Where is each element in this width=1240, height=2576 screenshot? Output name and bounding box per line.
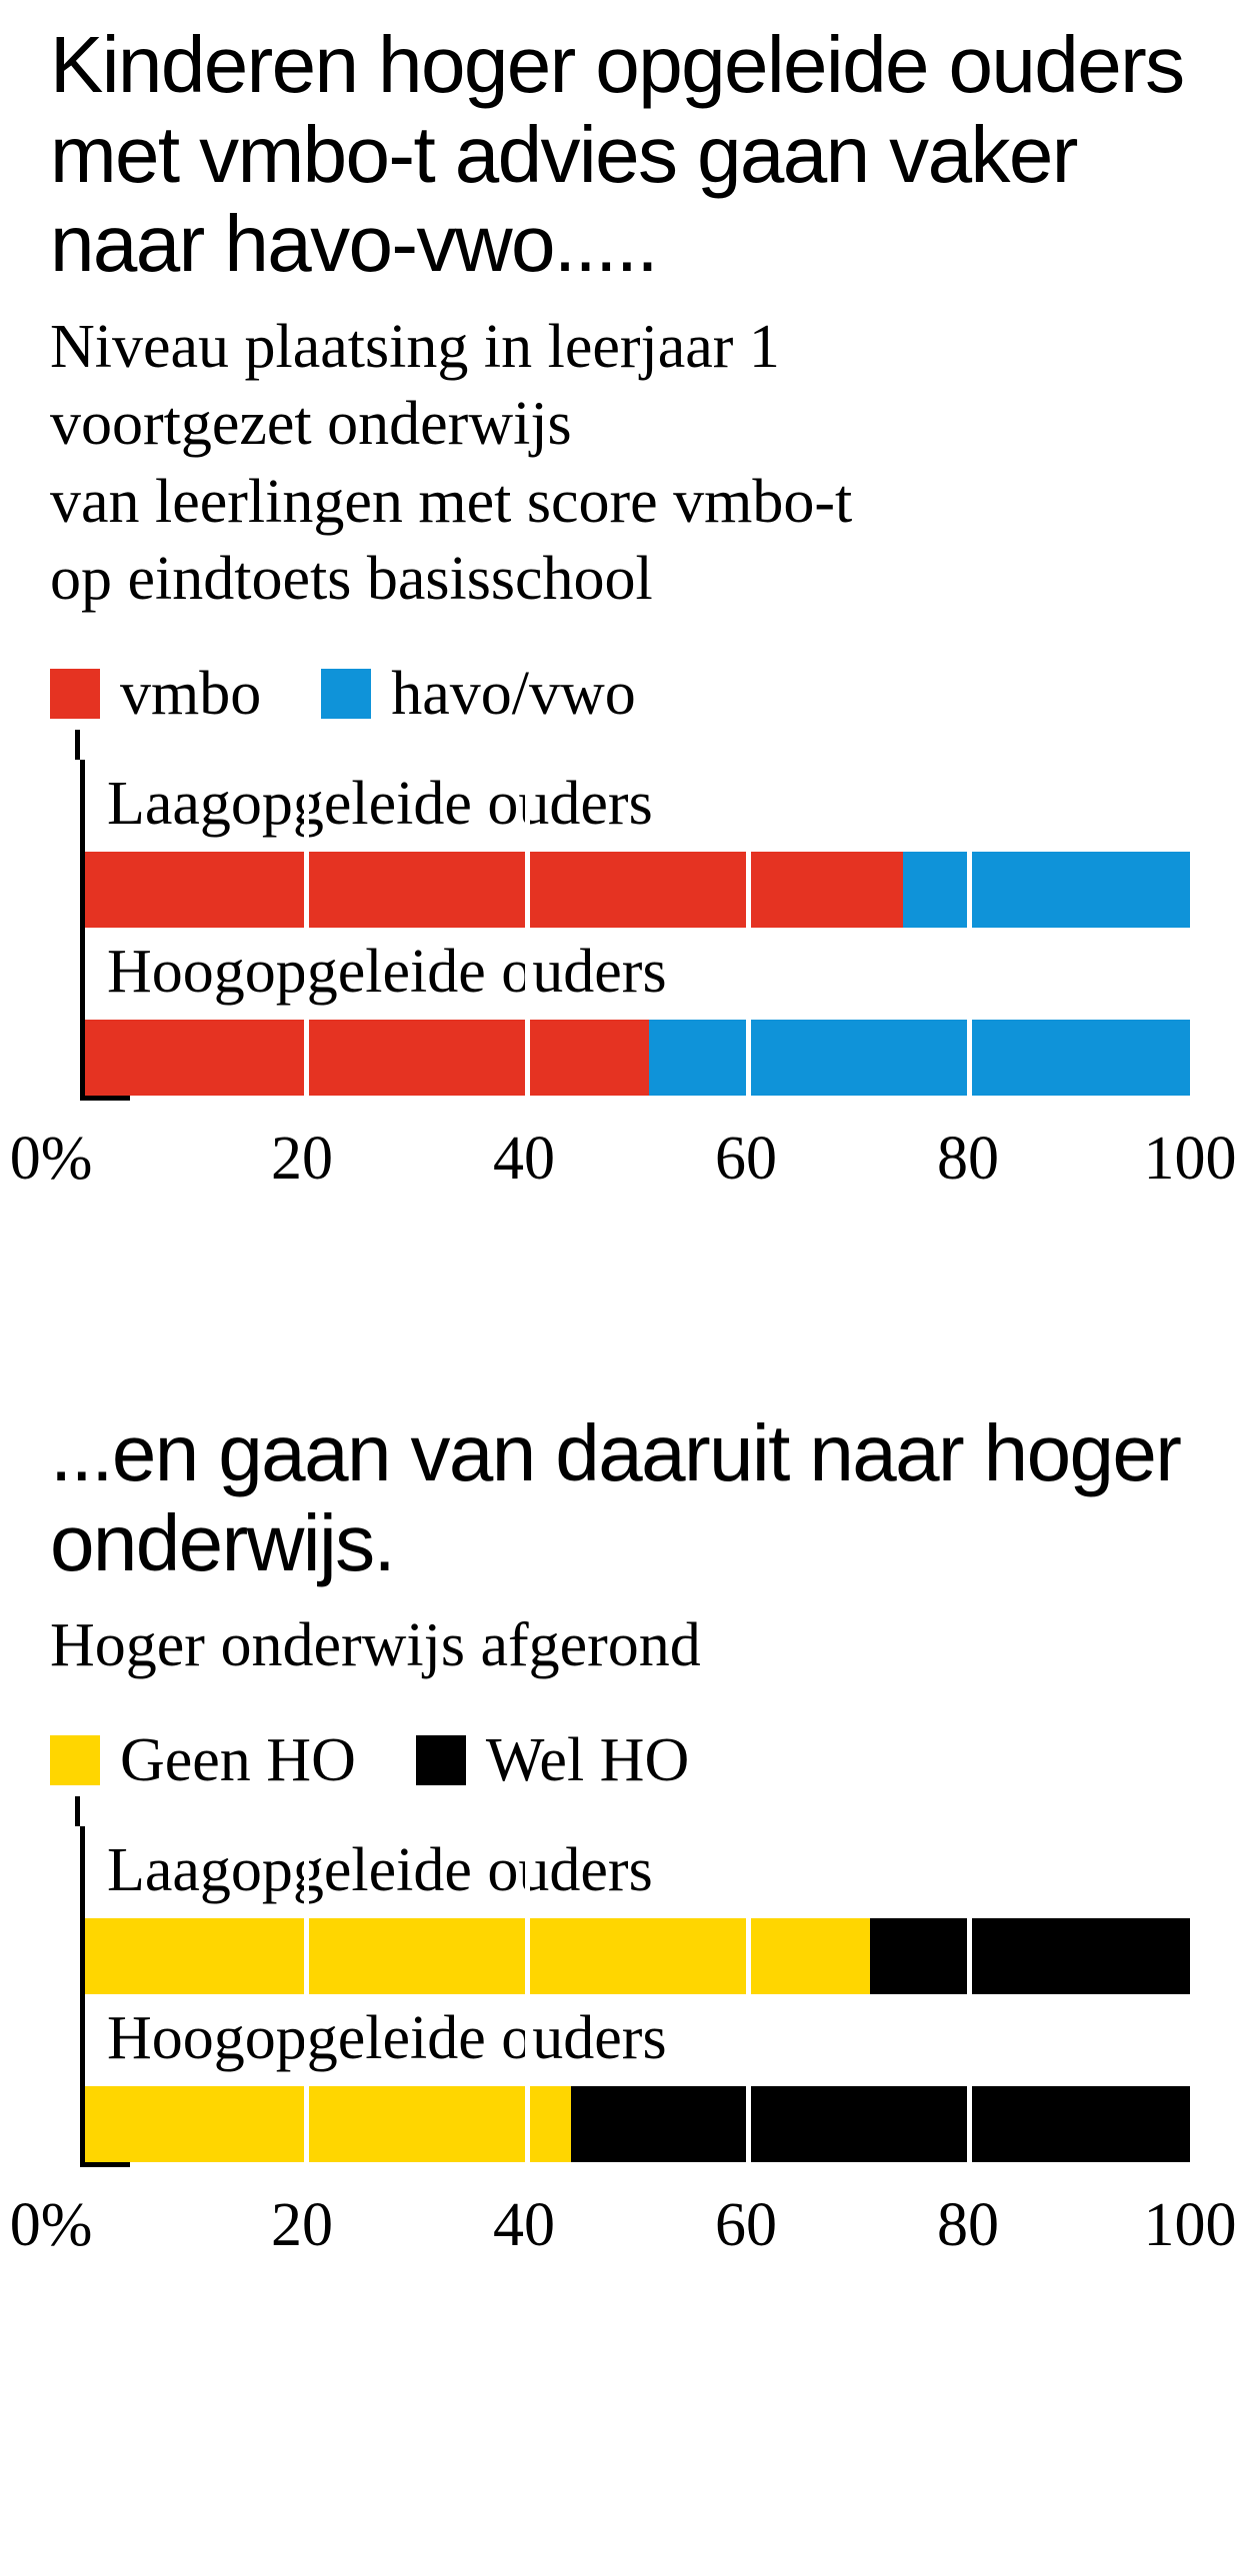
subtitle-line: voortgezet onderwijs [50, 386, 1190, 464]
axis-tick-label: 20 [271, 1124, 333, 1195]
bar-segment [85, 852, 903, 928]
row-label: Hoogopgeleide ouders [85, 928, 1190, 1020]
row-label: Hoogopgeleide ouders [85, 1994, 1190, 2086]
bar-segment [870, 1918, 1190, 1994]
stacked-bar [85, 852, 1190, 928]
chart2-legend: Geen HO Wel HO [50, 1725, 1190, 1796]
chart2-axis-labels: 0%20406080100 [80, 2175, 1190, 2255]
legend-item: Geen HO [50, 1725, 356, 1796]
chart2-area: Laagopgeleide ouders Hoogopgeleide ouder… [80, 1826, 1190, 2255]
chart2-left-fence [75, 1796, 80, 1826]
chart2-plot: Laagopgeleide ouders Hoogopgeleide ouder… [80, 1826, 1190, 2162]
axis-tick-label: 60 [715, 2190, 777, 2261]
stacked-bar [85, 1020, 1190, 1096]
chart1-title: Kinderen hoger opgeleide ouders met vmbo… [50, 20, 1190, 289]
legend-swatch [50, 1735, 100, 1785]
legend-item: havo/vwo [321, 659, 636, 730]
bar-segment [85, 1918, 870, 1994]
bar-segment [903, 852, 1190, 928]
axis-tick-label: 20 [271, 2190, 333, 2261]
chart-row: Hoogopgeleide ouders [85, 928, 1190, 1096]
row-label: Laagopgeleide ouders [85, 1826, 1190, 1918]
legend-label: Wel HO [486, 1725, 689, 1796]
page: Kinderen hoger opgeleide ouders met vmbo… [0, 0, 1240, 2435]
chart-row: Hoogopgeleide ouders [85, 1994, 1190, 2162]
chart1-left-fence [75, 730, 80, 760]
row-label: Laagopgeleide ouders [85, 760, 1190, 852]
chart1-legend: vmbo havo/vwo [50, 659, 1190, 730]
chart-row: Laagopgeleide ouders [85, 1826, 1190, 1994]
legend-item: Wel HO [416, 1725, 689, 1796]
axis-tick-label: 80 [937, 1124, 999, 1195]
legend-item: vmbo [50, 659, 261, 730]
axis-tick-label: 40 [493, 2190, 555, 2261]
axis-tick-label: 0% [10, 2190, 93, 2261]
chart2-axis-baseline [80, 2162, 130, 2167]
axis-tick-label: 60 [715, 1124, 777, 1195]
chart1-axis-baseline [80, 1096, 130, 1101]
subtitle-line: van leerlingen met score vmbo-t [50, 464, 1190, 542]
axis-tick-label: 100 [1144, 2190, 1237, 2261]
legend-swatch [416, 1735, 466, 1785]
chart1-subtitle: Niveau plaatsing in leerjaar 1voortgezet… [50, 309, 1190, 619]
subtitle-line: op eindtoets basisschool [50, 541, 1190, 619]
legend-label: havo/vwo [391, 659, 636, 730]
bar-segment [85, 2086, 571, 2162]
legend-swatch [50, 669, 100, 719]
chart-row: Laagopgeleide ouders [85, 760, 1190, 928]
axis-tick-label: 80 [937, 2190, 999, 2261]
stacked-bar [85, 1918, 1190, 1994]
subtitle-line: Niveau plaatsing in leerjaar 1 [50, 309, 1190, 387]
axis-tick-label: 100 [1144, 1124, 1237, 1195]
legend-label: vmbo [120, 659, 261, 730]
subtitle-line: Hoger onderwijs afgerond [50, 1607, 1190, 1685]
bar-segment [85, 1020, 649, 1096]
axis-tick-label: 0% [10, 1124, 93, 1195]
legend-swatch [321, 669, 371, 719]
chart1-axis-labels: 0%20406080100 [80, 1109, 1190, 1189]
stacked-bar [85, 2086, 1190, 2162]
chart1-plot: Laagopgeleide ouders Hoogopgeleide ouder… [80, 760, 1190, 1096]
chart2-title: ...en gaan van daaruit naar hoger onderw… [50, 1408, 1190, 1587]
section-gap [50, 1308, 1190, 1408]
chart1-area: Laagopgeleide ouders Hoogopgeleide ouder… [80, 760, 1190, 1189]
bar-segment [571, 2086, 1190, 2162]
legend-label: Geen HO [120, 1725, 356, 1796]
bar-segment [649, 1020, 1190, 1096]
chart2-subtitle: Hoger onderwijs afgerond [50, 1607, 1190, 1685]
axis-tick-label: 40 [493, 1124, 555, 1195]
